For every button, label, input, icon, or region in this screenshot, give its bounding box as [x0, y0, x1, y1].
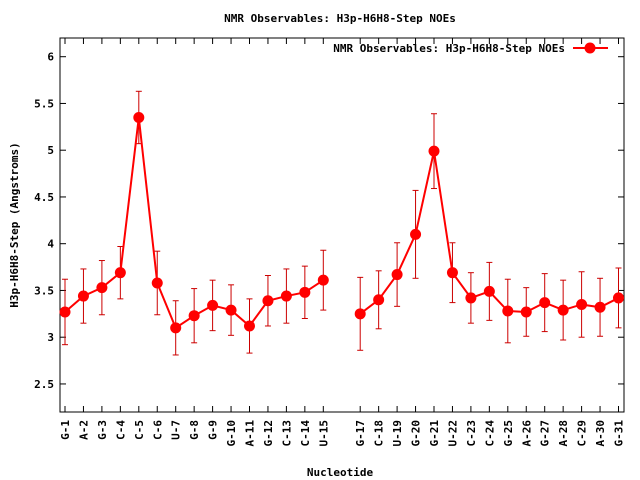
x-tick-label: G-9 — [207, 420, 220, 440]
data-point — [446, 267, 458, 279]
x-tick-label: C-4 — [114, 420, 127, 440]
legend-label: NMR Observables: H3p-H6H8-Step NOEs — [333, 42, 565, 55]
y-tick-label: 3 — [47, 331, 54, 344]
data-point — [613, 292, 624, 304]
x-tick-label: G-17 — [354, 420, 367, 447]
chart-title: NMR Observables: H3p-H6H8-Step NOEs — [224, 12, 456, 25]
x-tick-label: A-11 — [244, 420, 257, 447]
data-point — [576, 298, 588, 310]
x-tick-label: G-31 — [613, 420, 626, 447]
data-point — [244, 320, 255, 332]
plot-area — [59, 90, 624, 356]
x-tick-label: C-5 — [133, 420, 146, 440]
x-tick-label: G-20 — [410, 420, 423, 447]
x-axis: G-1 A-2 G-3 C-4 C-5 C-6 U-7 G-8 G-9 G-10 A-11 G-12 C… — [59, 38, 626, 447]
data-point — [114, 267, 126, 279]
x-tick-label: A-26 — [520, 420, 533, 447]
x-tick-label: C-14 — [299, 420, 312, 447]
x-tick-label: C-23 — [465, 420, 478, 447]
data-point — [207, 299, 219, 311]
x-tick-label: G-27 — [539, 420, 552, 447]
data-point — [262, 295, 274, 307]
y-tick-label: 4.5 — [34, 191, 54, 204]
data-point — [391, 269, 403, 281]
data-point — [465, 292, 477, 304]
data-point — [170, 322, 182, 334]
data-point — [299, 286, 311, 298]
y-tick-label: 5 — [47, 144, 54, 157]
data-point — [59, 306, 71, 318]
y-tick-label: 4 — [47, 238, 54, 251]
x-tick-label: G-10 — [225, 420, 238, 447]
x-tick-label: C-29 — [576, 420, 589, 447]
legend: NMR Observables: H3p-H6H8-Step NOEs — [333, 42, 608, 55]
x-tick-label: C-24 — [483, 420, 496, 447]
data-point — [373, 294, 385, 306]
x-tick-label: U-15 — [317, 420, 330, 447]
data-point — [502, 305, 514, 317]
y-tick-label: 6 — [47, 51, 54, 64]
y-tick-label: 5.5 — [34, 97, 54, 110]
x-tick-label: G-21 — [428, 420, 441, 447]
data-point — [188, 310, 200, 322]
x-tick-label: A-2 — [77, 420, 90, 440]
data-point — [133, 111, 145, 123]
data-point — [520, 306, 532, 318]
x-tick-label: G-12 — [262, 420, 275, 447]
data-point — [539, 297, 551, 309]
legend-marker-swatch — [584, 42, 596, 54]
y-axis-title: H3p-H6H8-Step (Angstroms) — [8, 142, 21, 308]
x-tick-label: U-7 — [170, 420, 183, 440]
x-tick-label: A-30 — [594, 420, 607, 447]
data-point — [410, 228, 422, 240]
data-point — [77, 290, 89, 302]
x-tick-label: U-22 — [446, 420, 459, 447]
data-point — [428, 145, 440, 157]
y-axis: 2.5 3 3.5 4 4.5 5 5.5 6 — [34, 51, 624, 391]
plot-frame — [59, 37, 625, 413]
data-point — [483, 285, 495, 297]
data-point — [594, 301, 606, 313]
y-tick-label: 3.5 — [34, 284, 54, 297]
data-point — [280, 290, 292, 302]
x-tick-label: G-1 — [59, 420, 72, 440]
x-axis-title: Nucleotide — [307, 466, 374, 479]
data-point — [151, 277, 163, 289]
data-point — [557, 304, 569, 316]
data-point — [96, 282, 108, 294]
x-tick-label: U-19 — [391, 420, 404, 447]
x-tick-label: G-3 — [96, 420, 109, 440]
data-point — [317, 274, 329, 286]
x-tick-label: C-6 — [151, 420, 164, 440]
x-tick-label: A-28 — [557, 420, 570, 447]
x-tick-label: C-13 — [280, 420, 293, 447]
x-tick-label: G-25 — [502, 420, 515, 447]
x-tick-label: C-18 — [373, 420, 386, 447]
y-tick-label: 2.5 — [34, 378, 54, 391]
x-tick-label: G-8 — [188, 420, 201, 440]
data-point — [354, 308, 366, 320]
data-point — [225, 304, 237, 316]
